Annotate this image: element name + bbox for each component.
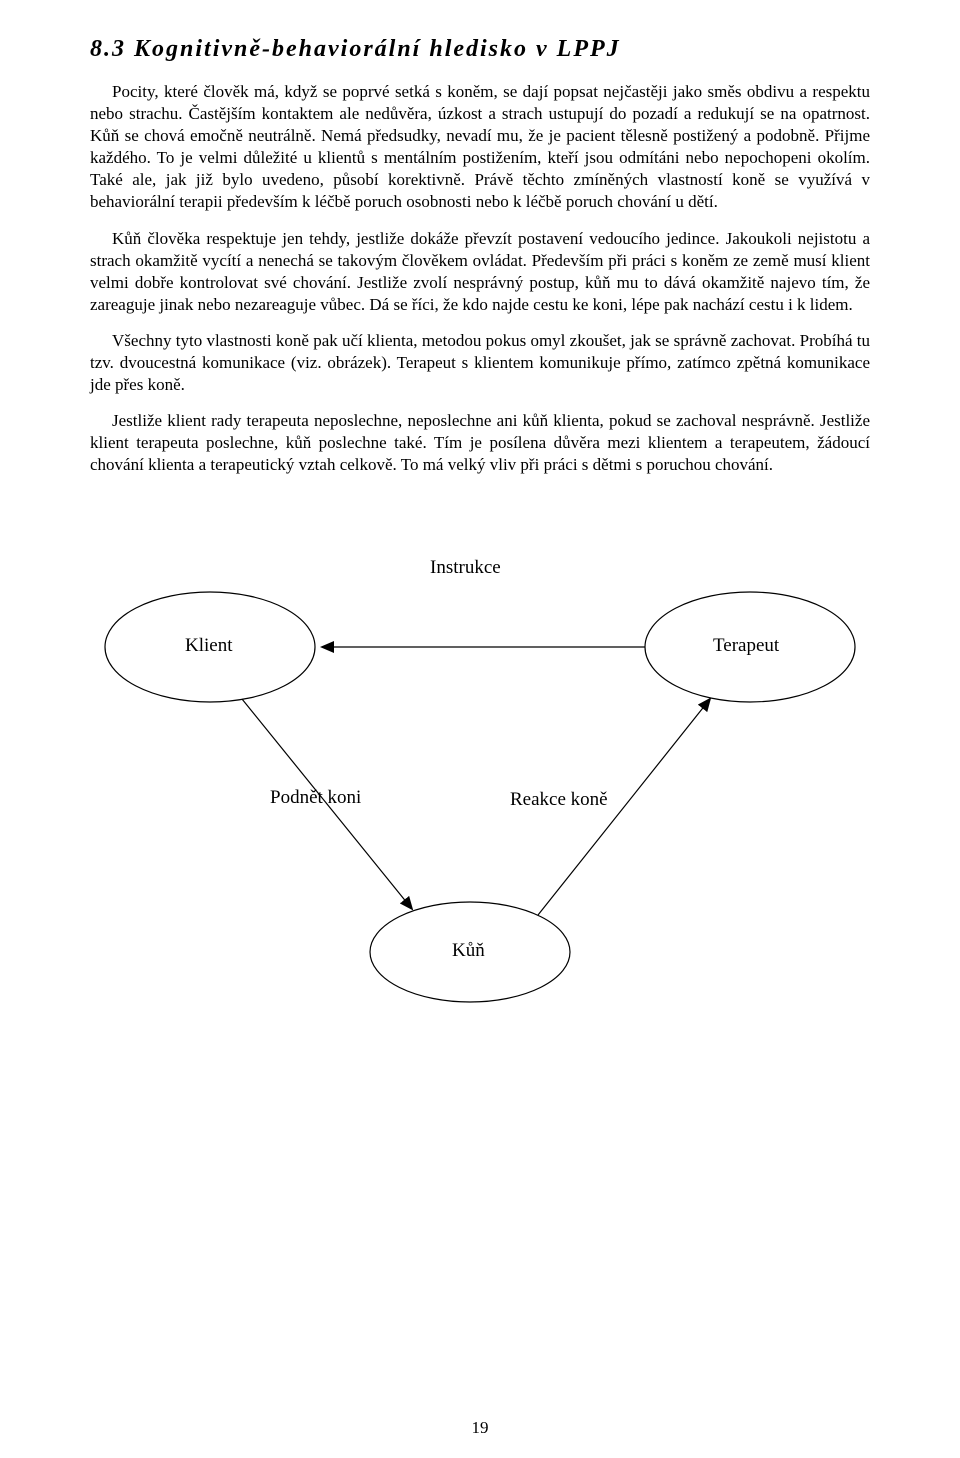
node-label-klient: Klient xyxy=(185,635,233,657)
communication-diagram: Klient Terapeut Kůň Instrukce Podnět kon… xyxy=(90,507,870,1057)
edge-label-podnet: Podnět koni xyxy=(270,787,361,809)
node-label-kun: Kůň xyxy=(452,940,485,962)
paragraph: Jestliže klient rady terapeuta neposlech… xyxy=(90,410,870,476)
paragraph: Všechny tyto vlastnosti koně pak učí kli… xyxy=(90,330,870,396)
diagram-svg xyxy=(90,507,870,1057)
node-label-terapeut: Terapeut xyxy=(713,635,779,657)
edge-label-reakce: Reakce koně xyxy=(510,789,608,811)
paragraph: Kůň člověka respektuje jen tehdy, jestli… xyxy=(90,228,870,316)
section-heading: 8.3 Kognitivně-behaviorální hledisko v L… xyxy=(90,36,870,63)
page: 8.3 Kognitivně-behaviorální hledisko v L… xyxy=(0,0,960,1458)
paragraph: Pocity, které člověk má, když se poprvé … xyxy=(90,81,870,214)
page-number: 19 xyxy=(0,1418,960,1438)
edge-label-instrukce: Instrukce xyxy=(430,557,501,579)
